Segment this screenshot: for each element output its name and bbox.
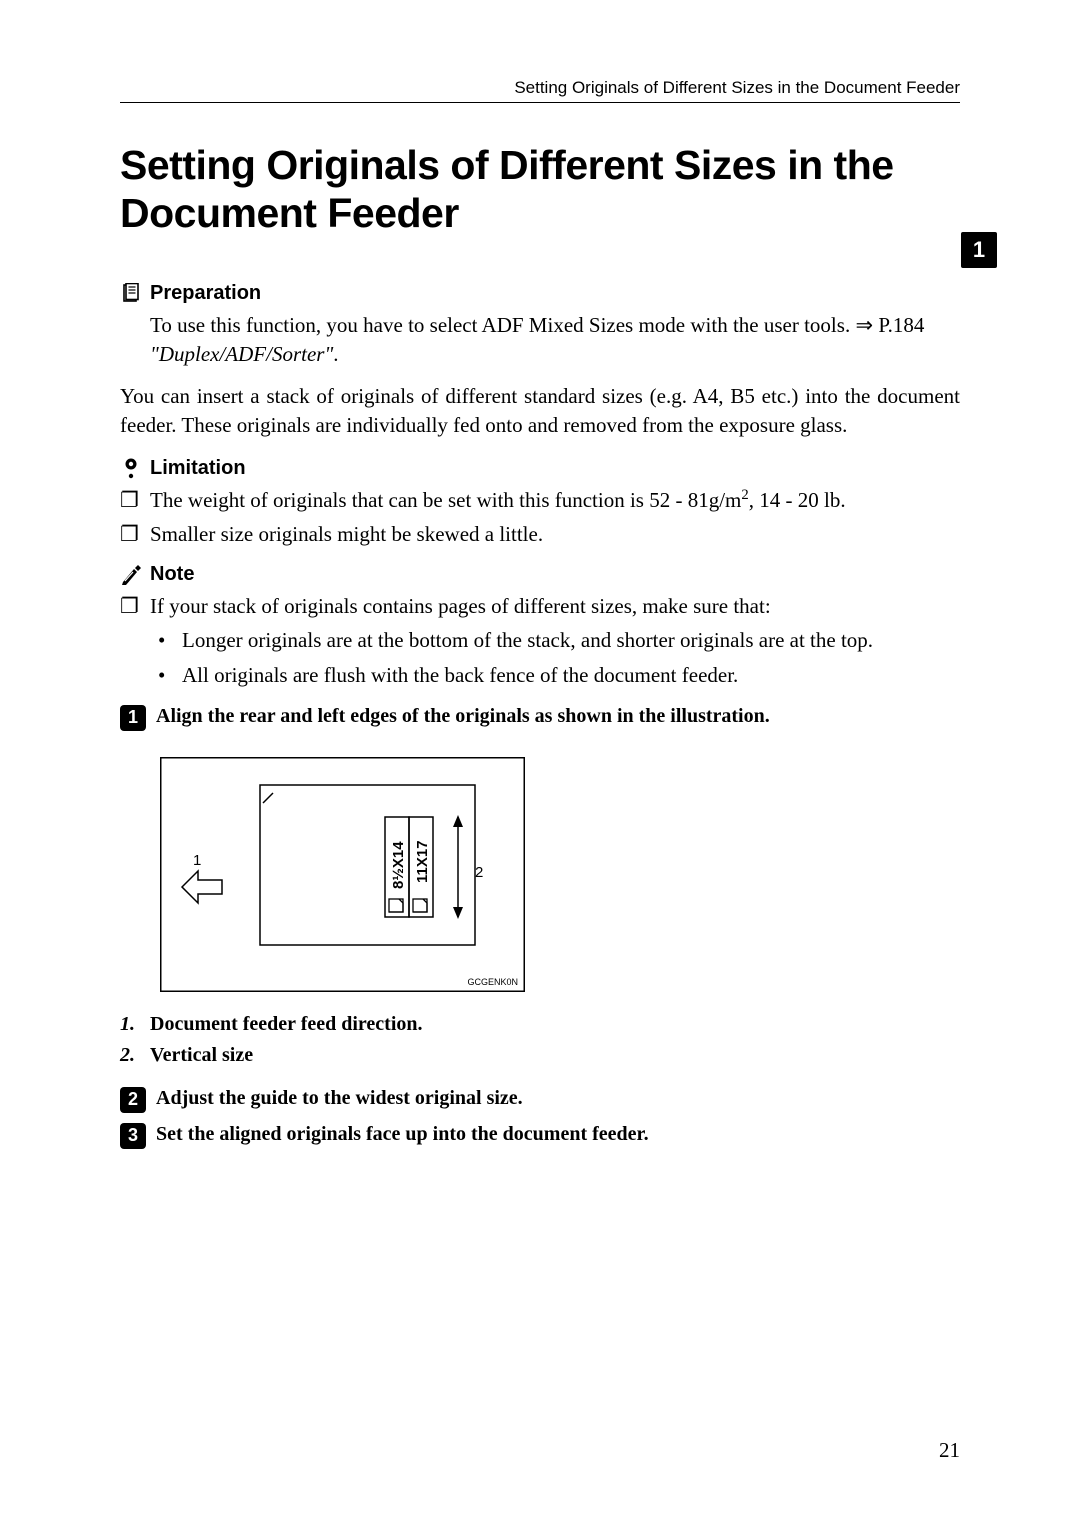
limitation-icon	[120, 458, 142, 480]
list-item: ❐ If your stack of originals contains pa…	[120, 592, 960, 620]
diagram-callout-1: 1	[193, 852, 201, 869]
step-number-icon: 3	[120, 1123, 146, 1149]
note-label: Note	[150, 563, 194, 586]
chapter-tab: 1	[961, 232, 997, 268]
running-header: Setting Originals of Different Sizes in …	[120, 78, 960, 103]
page-number: 21	[939, 1438, 960, 1463]
caption-item: 1.Document feeder feed direction.	[120, 1009, 960, 1040]
limitation-heading: Limitation	[120, 457, 960, 480]
preparation-label: Preparation	[150, 282, 261, 305]
step-1: 1 Align the rear and left edges of the o…	[120, 703, 960, 731]
note-icon	[120, 563, 142, 585]
diagram: 1 8½X14 11X17 2 GCGENK0N	[160, 757, 960, 997]
preparation-icon	[120, 282, 142, 304]
limitation-list: ❐ The weight of originals that can be se…	[120, 486, 960, 549]
diagram-callout-2: 2	[475, 864, 483, 881]
limitation-label: Limitation	[150, 457, 246, 480]
step-2: 2 Adjust the guide to the widest origina…	[120, 1085, 960, 1113]
step-number-icon: 1	[120, 705, 146, 731]
list-item: •All originals are flush with the back f…	[158, 661, 960, 689]
preparation-text: To use this function, you have to select…	[150, 311, 960, 369]
caption-item: 2.Vertical size	[120, 1040, 960, 1071]
note-list: ❐ If your stack of originals contains pa…	[120, 592, 960, 689]
intro-paragraph: You can insert a stack of originals of d…	[120, 382, 960, 439]
list-item: ❐ Smaller size originals might be skewed…	[120, 520, 960, 548]
diagram-code: GCGENK0N	[467, 977, 518, 987]
diagram-captions: 1.Document feeder feed direction. 2.Vert…	[120, 1009, 960, 1071]
note-heading: Note	[120, 563, 960, 586]
preparation-heading: Preparation	[120, 282, 960, 305]
list-item: •Longer originals are at the bottom of t…	[158, 626, 960, 654]
list-item: ❐ The weight of originals that can be se…	[120, 486, 960, 514]
diagram-size-a: 8½X14	[390, 841, 407, 889]
diagram-size-b: 11X17	[414, 840, 431, 883]
step-number-icon: 2	[120, 1087, 146, 1113]
page-title: Setting Originals of Different Sizes in …	[120, 141, 960, 238]
step-3: 3 Set the aligned originals face up into…	[120, 1121, 960, 1149]
